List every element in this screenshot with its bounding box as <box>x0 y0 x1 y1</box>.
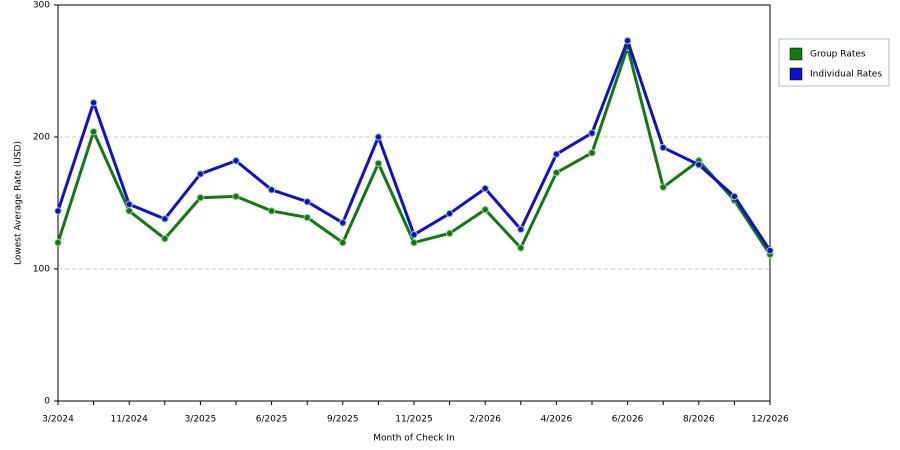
point <box>54 238 62 247</box>
point <box>588 149 596 157</box>
point <box>588 129 596 137</box>
x-tick-label: 6/2025 <box>256 415 288 425</box>
point <box>445 229 454 238</box>
point <box>481 184 489 193</box>
x-tick-label: 3/2025 <box>185 415 217 425</box>
point <box>730 192 739 201</box>
point <box>659 183 667 191</box>
x-axis-label: Month of Check In <box>373 434 455 444</box>
legend-swatch <box>789 47 803 61</box>
point <box>517 244 525 252</box>
x-tick-label: 3/2024 <box>42 415 74 425</box>
point <box>374 159 383 168</box>
point <box>161 215 169 223</box>
x-tick-label: 12/2026 <box>751 415 789 425</box>
x-tick-label: 9/2025 <box>327 415 359 425</box>
x-tick-label: 6/2026 <box>612 415 644 425</box>
point <box>303 213 311 222</box>
plot-frame <box>57 4 771 402</box>
x-tick-label: 11/2024 <box>111 415 149 425</box>
legend-swatch <box>789 67 803 81</box>
point <box>410 238 418 247</box>
y-tick-label: 300 <box>33 1 50 11</box>
point <box>232 157 240 165</box>
point <box>339 238 347 247</box>
point <box>89 98 98 107</box>
point <box>196 170 205 178</box>
point <box>125 200 133 209</box>
y-tick-label: 0 <box>44 397 50 407</box>
y-tick-label: 200 <box>33 133 50 143</box>
point <box>339 219 347 227</box>
point <box>232 192 240 201</box>
point <box>552 168 561 177</box>
point <box>623 36 632 45</box>
point <box>517 225 525 234</box>
legend-label: Individual Rates <box>810 70 882 80</box>
y-tick-label: 100 <box>33 265 50 275</box>
point <box>766 246 774 255</box>
legend-label: Group Rates <box>810 50 866 60</box>
point <box>161 234 169 243</box>
point <box>445 209 454 218</box>
point <box>410 230 418 239</box>
point <box>481 205 489 214</box>
point <box>89 128 98 136</box>
point <box>695 161 703 169</box>
point <box>54 207 62 215</box>
x-tick-label: 4/2026 <box>541 415 573 425</box>
x-tick-label: 2/2026 <box>469 415 501 425</box>
y-axis-label: Lowest Average Rate (USD) <box>14 141 24 265</box>
x-tick-label: 11/2025 <box>395 415 432 425</box>
x-tick-label: 8/2026 <box>683 415 715 425</box>
point <box>267 186 276 194</box>
point <box>303 197 311 206</box>
point <box>552 150 561 158</box>
point <box>374 133 383 141</box>
point <box>659 143 667 152</box>
point <box>267 207 276 215</box>
point <box>196 194 205 202</box>
point <box>125 207 133 215</box>
